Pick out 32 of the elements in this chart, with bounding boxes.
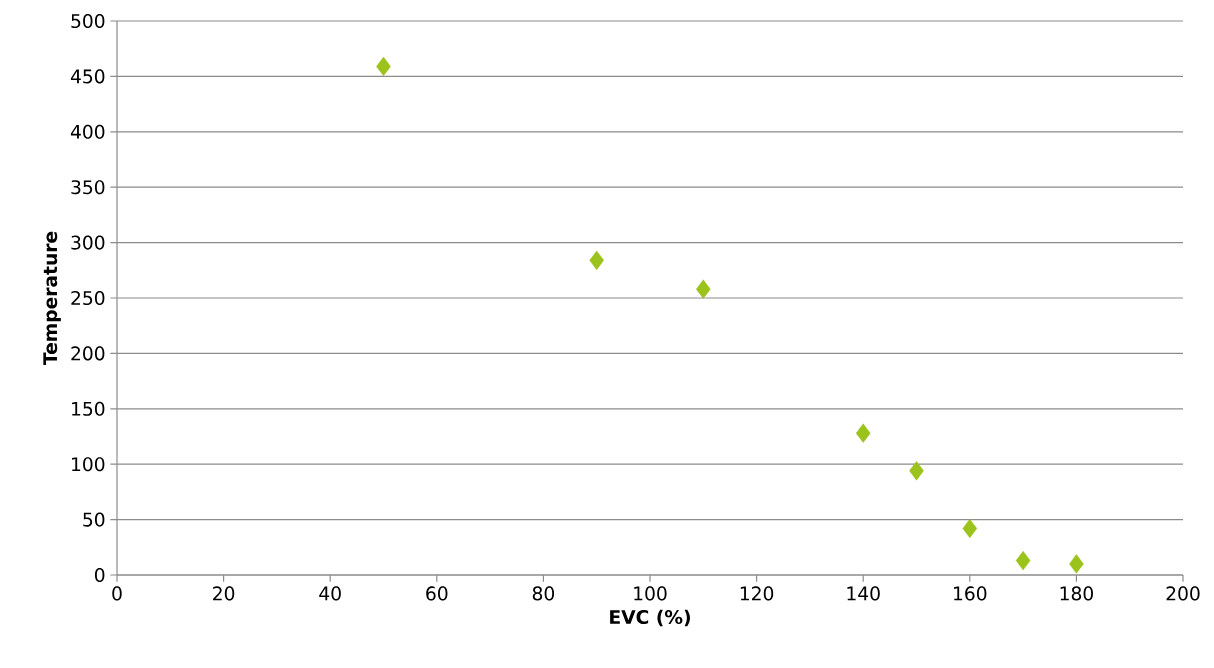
y-tick-label: 400	[70, 124, 105, 139]
y-tick-label: 450	[70, 69, 105, 84]
x-tick-label: 180	[1060, 586, 1093, 601]
x-tick-label: 0	[112, 586, 122, 601]
x-tick-label: 40	[319, 586, 341, 601]
x-tick-label: 140	[847, 586, 880, 601]
point	[962, 518, 978, 539]
x-tick-label: 100	[634, 586, 667, 601]
y-tick-label: 350	[71, 180, 105, 195]
y-tick-label: 0	[94, 567, 105, 583]
x-tick-label: 200	[1166, 586, 1200, 601]
y-tick-label: 250	[71, 290, 105, 306]
x-tick-label: 120	[740, 586, 774, 601]
point	[696, 279, 711, 299]
point	[909, 461, 924, 481]
point	[855, 423, 871, 443]
y-tick-label: 100	[72, 457, 105, 472]
x-tick-label: 160	[954, 586, 987, 601]
point	[589, 250, 604, 270]
x-axis-title: EVC (%)	[610, 609, 690, 627]
y-tick-label: 150	[72, 401, 105, 416]
x-tick-label: 60	[426, 586, 448, 601]
y-tick-label: 300	[71, 235, 105, 250]
y-tick-label: 50	[83, 512, 105, 527]
point	[1069, 554, 1084, 574]
y-tick-label: 500	[71, 13, 105, 29]
y-tick-label: 200	[71, 346, 105, 361]
point	[376, 56, 391, 77]
point	[1015, 551, 1031, 571]
x-tick-label: 80	[532, 586, 555, 601]
y-axis-title: Temperature	[43, 231, 61, 366]
x-tick-label: 20	[213, 586, 235, 601]
